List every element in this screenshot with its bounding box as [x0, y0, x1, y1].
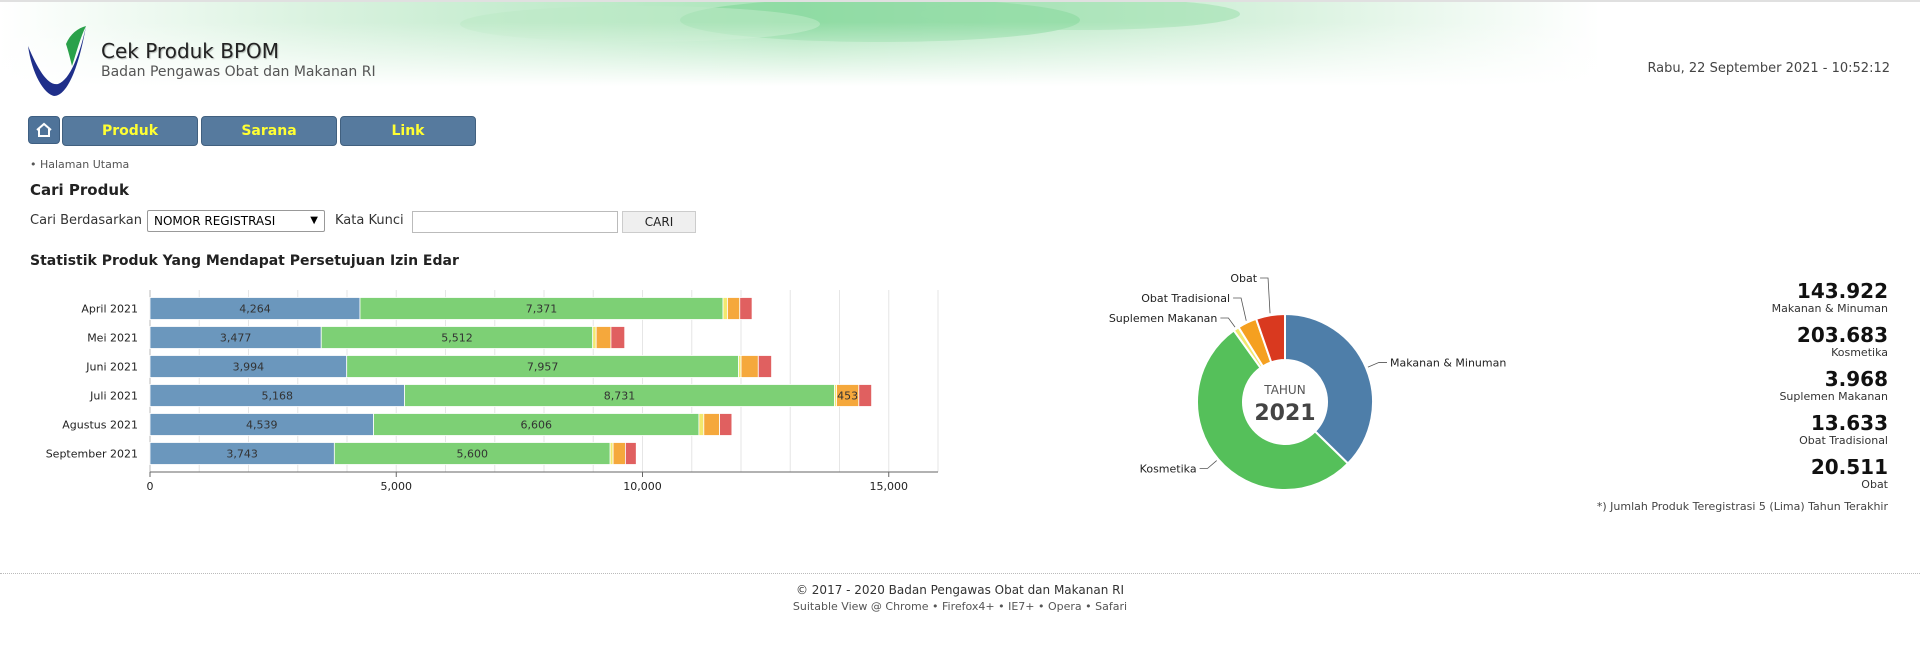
total-value: 3.968 [1824, 367, 1888, 391]
bar-segment[interactable] [592, 326, 597, 349]
category-label: Juni 2021 [85, 361, 138, 374]
donut-center-label: TAHUN [1263, 383, 1305, 397]
home-icon [36, 122, 52, 137]
bar-segment[interactable] [610, 326, 626, 349]
donut-chart: Makanan & Minuman Kosmetika Suplemen Makan… [1109, 272, 1506, 491]
bar-data-label: 5,168 [262, 390, 294, 403]
x-tick-label: 5,000 [381, 480, 413, 493]
bar-segment[interactable] [719, 413, 733, 436]
bar-segment[interactable] [727, 297, 741, 320]
donut-center-value: 2021 [1254, 401, 1315, 426]
x-tick-label: 15,000 [870, 480, 909, 493]
total-value: 143.922 [1796, 279, 1888, 303]
bar-segment[interactable] [612, 442, 626, 465]
bar-segment[interactable] [625, 442, 637, 465]
bar-segment[interactable] [722, 297, 728, 320]
total-label: Obat Tradisional [1799, 434, 1888, 447]
category-label: April 2021 [81, 303, 138, 316]
app-subtitle: Badan Pengawas Obat dan Makanan RI [101, 64, 376, 80]
total-label: Kosmetika [1831, 346, 1888, 359]
footer-compat: Suitable View @ Chrome • Firefox4+ • IE7… [792, 600, 1128, 613]
bar-segment[interactable] [757, 355, 772, 378]
slice-label: Obat [1230, 272, 1257, 285]
slice-label: Kosmetika [1140, 462, 1197, 475]
slice-leader-line [1220, 317, 1236, 328]
bar-data-label: 6,606 [520, 419, 552, 432]
category-label: Juli 2021 [89, 390, 138, 403]
bar-data-label: 3,994 [233, 361, 265, 374]
slice-label: Makanan & Minuman [1390, 356, 1506, 369]
slice-label: Obat Tradisional [1141, 292, 1230, 305]
home-button[interactable] [28, 116, 60, 144]
stats-title: Statistik Produk Yang Mendapat Persetuju… [30, 253, 459, 269]
nav-sarana[interactable]: Sarana [201, 116, 337, 146]
x-tick-label: 10,000 [623, 480, 662, 493]
keyword-input[interactable] [412, 211, 618, 233]
header-banner [0, 2, 1600, 86]
bar-data-label: 3,743 [226, 448, 258, 461]
current-datetime: Rabu, 22 September 2021 - 10:52:12 [1647, 61, 1890, 76]
category-label: Mei 2021 [87, 332, 138, 345]
donut-slice[interactable] [1254, 312, 1286, 364]
total-makanan: 143.922 Makanan & Minuman [1568, 280, 1888, 324]
slice-leader-line [1260, 277, 1271, 314]
total-kosmetika: 203.683 Kosmetika [1568, 324, 1888, 368]
total-label: Makanan & Minuman [1771, 302, 1888, 315]
x-tick-label: 0 [147, 480, 154, 493]
category-label: September 2021 [46, 448, 138, 461]
bpom-logo-icon [28, 26, 86, 96]
category-label: Agustus 2021 [62, 419, 138, 432]
search-by-label: Cari Berdasarkan [30, 213, 142, 228]
app-title: Cek Produk BPOM [101, 39, 280, 63]
donut-slice[interactable] [1284, 312, 1374, 465]
top-border [0, 0, 1920, 2]
bar-segment[interactable] [739, 297, 753, 320]
search-by-value: NOMOR REGISTRASI [154, 214, 276, 228]
total-obat: 20.511 Obat [1568, 456, 1888, 500]
total-label: Obat [1861, 478, 1888, 491]
slice-leader-line [1199, 460, 1217, 469]
slice-label: Suplemen Makanan [1109, 312, 1218, 325]
search-title: Cari Produk [30, 181, 129, 199]
breadcrumb: • Halaman Utama [30, 158, 130, 171]
bar-segment[interactable] [609, 442, 614, 465]
bar-segment[interactable] [595, 326, 612, 349]
bar-data-label: 4,539 [246, 419, 278, 432]
total-value: 13.633 [1810, 411, 1888, 435]
total-label: Suplemen Makanan [1779, 390, 1888, 403]
nav-link[interactable]: Link [340, 116, 476, 146]
keyword-label: Kata Kunci [335, 213, 404, 228]
bar-data-label: 7,957 [527, 361, 559, 374]
bar-data-label: 453 [837, 390, 858, 403]
bar-data-label: 5,512 [441, 332, 473, 345]
search-by-select[interactable]: NOMOR REGISTRASI ▼ [147, 210, 325, 232]
bar-data-label: 3,477 [220, 332, 252, 345]
slice-leader-line [1233, 297, 1247, 321]
footer-copyright: © 2017 - 2020 Badan Pengawas Obat dan Ma… [795, 583, 1125, 597]
footer-divider [0, 573, 1920, 574]
totals-note: *) Jumlah Produk Teregistrasi 5 (Lima) T… [1596, 500, 1888, 513]
bar-data-label: 7,371 [526, 303, 558, 316]
nav-produk[interactable]: Produk [62, 116, 198, 146]
bar-segment[interactable] [703, 413, 720, 436]
chevron-down-icon: ▼ [310, 215, 318, 226]
total-value: 20.511 [1810, 455, 1888, 479]
totals-panel: 143.922 Makanan & Minuman 203.683 Kosmet… [1568, 280, 1888, 500]
bar-segment[interactable] [698, 413, 705, 436]
bar-segment[interactable] [740, 355, 759, 378]
search-button[interactable]: CARI [622, 211, 696, 233]
slice-leader-line [1367, 362, 1388, 368]
bar-segment[interactable] [858, 384, 873, 407]
bar-data-label: 4,264 [239, 303, 271, 316]
bar-data-label: 5,600 [456, 448, 488, 461]
total-obat-tradisional: 13.633 Obat Tradisional [1568, 412, 1888, 456]
bar-data-label: 8,731 [604, 390, 636, 403]
total-value: 203.683 [1796, 323, 1888, 347]
stacked-bar-chart: 0 5,000 10,000 15,000 April 2021 4,264 7,371 Me… [46, 290, 939, 493]
total-suplemen: 3.968 Suplemen Makanan [1568, 368, 1888, 412]
donut-slice[interactable] [1196, 329, 1350, 491]
